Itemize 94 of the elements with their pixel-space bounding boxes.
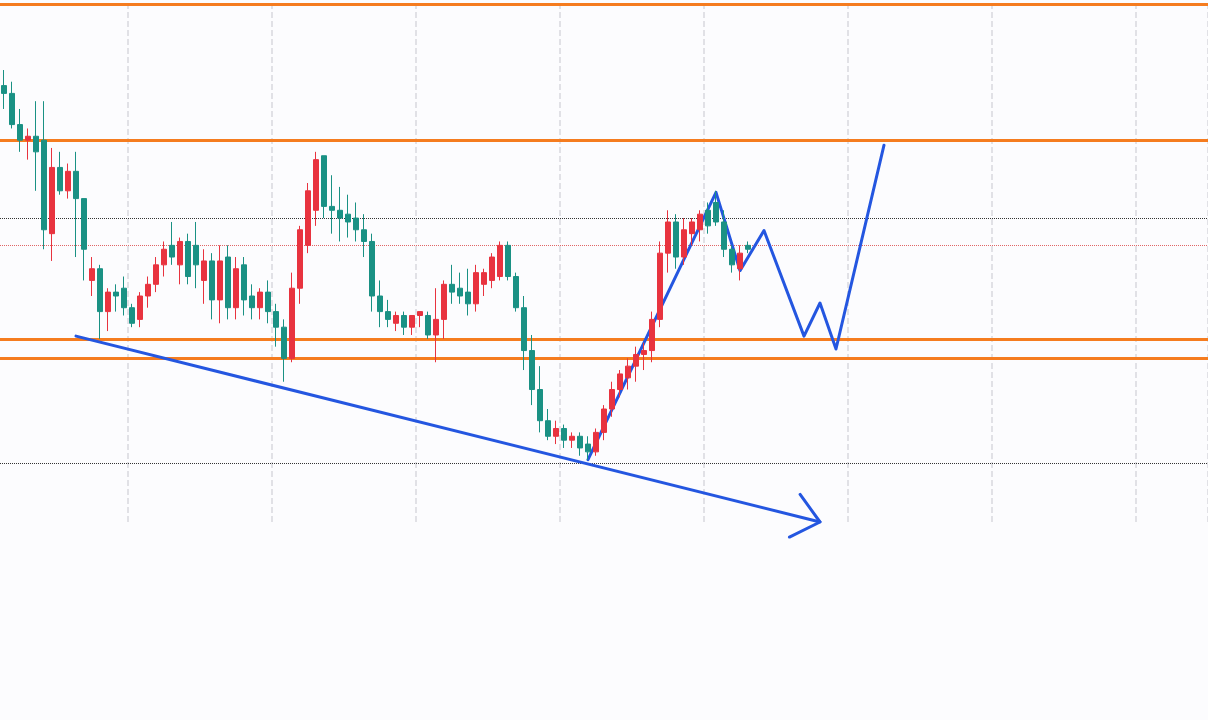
candlestick bbox=[185, 233, 191, 285]
candlestick bbox=[89, 256, 95, 297]
candlestick bbox=[481, 268, 487, 297]
candlestick bbox=[353, 202, 359, 242]
candlestick bbox=[473, 264, 479, 313]
candlestick bbox=[417, 311, 423, 328]
candlestick bbox=[329, 174, 335, 235]
candlestick bbox=[657, 240, 663, 328]
candlestick bbox=[281, 318, 287, 383]
candlestick bbox=[689, 217, 695, 246]
candlestick bbox=[569, 431, 575, 449]
candlestick bbox=[425, 311, 431, 340]
candlestick bbox=[265, 279, 271, 324]
candlestick bbox=[337, 186, 343, 242]
candlestick bbox=[249, 283, 255, 320]
candlestick bbox=[521, 295, 527, 371]
candlestick bbox=[673, 213, 679, 270]
candlestick bbox=[161, 240, 167, 278]
candlestick bbox=[465, 268, 471, 316]
candlestick bbox=[649, 311, 655, 363]
candlestick bbox=[665, 209, 671, 274]
candlestick bbox=[305, 182, 311, 254]
candlestick bbox=[401, 311, 407, 336]
candlestick bbox=[625, 357, 631, 391]
candlestick bbox=[505, 240, 511, 281]
candlestick bbox=[33, 100, 39, 192]
candlestick bbox=[601, 404, 607, 441]
candlestick bbox=[65, 163, 71, 200]
candlestick bbox=[169, 221, 175, 266]
candlestick bbox=[729, 244, 735, 274]
candlestick bbox=[129, 303, 135, 328]
candlestick bbox=[49, 147, 55, 262]
candlestick bbox=[321, 155, 327, 219]
candlestick bbox=[345, 194, 351, 239]
candlestick bbox=[449, 264, 455, 305]
candlestick bbox=[257, 287, 263, 320]
candlestick bbox=[113, 283, 119, 313]
candlestick bbox=[105, 287, 111, 332]
candlestick bbox=[441, 279, 447, 340]
candlestick bbox=[17, 108, 23, 153]
candlestick bbox=[313, 151, 319, 227]
candlestick bbox=[697, 209, 703, 242]
candlestick bbox=[201, 248, 207, 305]
candlestick bbox=[393, 311, 399, 332]
candlestick bbox=[585, 435, 591, 461]
candlestick bbox=[577, 431, 583, 457]
candlestick bbox=[457, 272, 463, 305]
candlestick bbox=[273, 303, 279, 348]
candlestick bbox=[497, 240, 503, 281]
candlestick bbox=[361, 213, 367, 258]
candlestick bbox=[209, 252, 215, 320]
candlestick bbox=[25, 127, 31, 161]
candlestick bbox=[609, 381, 615, 418]
candlestick bbox=[721, 209, 727, 258]
candlestick bbox=[297, 225, 303, 305]
candlestick bbox=[73, 151, 79, 258]
candlestick bbox=[489, 252, 495, 289]
candlestick bbox=[121, 276, 127, 316]
candlestick bbox=[177, 237, 183, 285]
candlestick bbox=[513, 272, 519, 313]
candlestick bbox=[745, 240, 751, 254]
candlestick bbox=[641, 342, 647, 371]
candlestick bbox=[153, 256, 159, 293]
candlestick bbox=[409, 314, 415, 336]
candlestick bbox=[377, 279, 383, 328]
candlestick bbox=[433, 287, 439, 363]
candlestick bbox=[241, 256, 247, 316]
candlestick bbox=[57, 151, 63, 196]
candlestick bbox=[617, 369, 623, 398]
candlestick bbox=[369, 233, 375, 313]
candlestick bbox=[681, 217, 687, 266]
candlestick bbox=[737, 244, 743, 281]
candlestick bbox=[553, 420, 559, 445]
candlestick bbox=[633, 346, 639, 383]
candlestick bbox=[81, 198, 87, 281]
candlestick bbox=[217, 244, 223, 324]
candlestick bbox=[713, 190, 719, 227]
candlestick bbox=[137, 291, 143, 328]
candlestick bbox=[289, 272, 295, 363]
candlestick bbox=[233, 256, 239, 320]
candlestick bbox=[545, 408, 551, 441]
candlestick bbox=[9, 81, 15, 129]
candlestick bbox=[41, 100, 47, 250]
candlestick bbox=[193, 221, 199, 289]
candlestick bbox=[537, 365, 543, 433]
candlestick bbox=[561, 424, 567, 449]
candlestick bbox=[705, 202, 711, 235]
candlestick bbox=[1, 69, 7, 110]
candlestick bbox=[529, 334, 535, 406]
candlestick bbox=[385, 299, 391, 328]
candlestick bbox=[225, 244, 231, 320]
candlestick bbox=[593, 427, 599, 457]
candlestick bbox=[145, 276, 151, 309]
candlestick bbox=[97, 264, 103, 340]
